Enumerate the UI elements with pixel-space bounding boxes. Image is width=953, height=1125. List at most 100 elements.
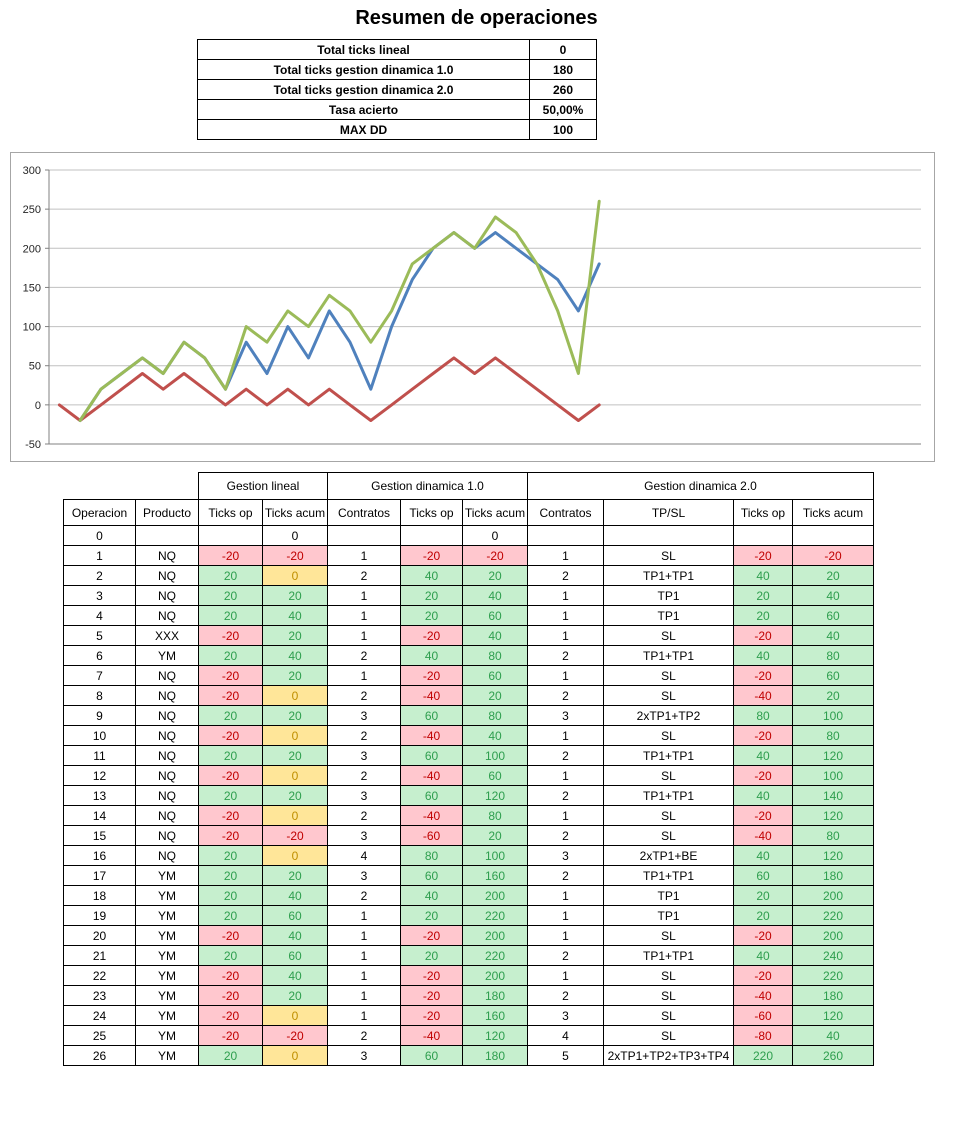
table-cell[interactable]: 60	[462, 765, 528, 786]
table-cell[interactable]: 180	[462, 1045, 528, 1066]
table-cell[interactable]: NQ	[135, 765, 199, 786]
table-cell[interactable]: 40	[733, 745, 793, 766]
table-cell[interactable]: 80	[462, 805, 528, 826]
table-cell[interactable]: 1	[527, 725, 604, 746]
table-cell[interactable]: 20	[262, 745, 328, 766]
table-cell[interactable]: 60	[262, 905, 328, 926]
table-cell[interactable]: 2	[327, 765, 401, 786]
table-cell[interactable]: -60	[400, 825, 463, 846]
table-cell[interactable]: YM	[135, 1045, 199, 1066]
group-header-cell[interactable]: Gestion dinamica 1.0	[327, 472, 528, 500]
table-cell[interactable]: 3	[63, 585, 136, 606]
table-cell[interactable]: 20	[262, 705, 328, 726]
table-cell[interactable]: YM	[135, 885, 199, 906]
column-header-cell[interactable]: Ticks acum	[262, 499, 328, 526]
table-cell[interactable]: TP1+TP1	[603, 865, 734, 886]
table-cell[interactable]: 0	[462, 525, 528, 546]
table-cell[interactable]: 0	[262, 565, 328, 586]
table-cell[interactable]: -80	[733, 1025, 793, 1046]
table-cell[interactable]: -40	[733, 685, 793, 706]
table-cell[interactable]: 23	[63, 985, 136, 1006]
table-cell[interactable]: 40	[462, 625, 528, 646]
table-cell[interactable]: 5	[527, 1045, 604, 1066]
table-cell[interactable]: SL	[603, 965, 734, 986]
table-cell[interactable]: 20	[198, 585, 263, 606]
table-cell[interactable]: 120	[792, 805, 874, 826]
table-cell[interactable]: 2	[327, 805, 401, 826]
table-cell[interactable]: 40	[792, 585, 874, 606]
column-header-cell[interactable]: Ticks acum	[792, 499, 874, 526]
table-cell[interactable]: 60	[400, 745, 463, 766]
table-cell[interactable]: -20	[733, 665, 793, 686]
table-cell[interactable]: -20	[733, 925, 793, 946]
table-cell[interactable]: -40	[733, 825, 793, 846]
table-cell[interactable]: -20	[198, 685, 263, 706]
table-cell[interactable]: 20	[198, 885, 263, 906]
table-cell[interactable]: 20	[262, 785, 328, 806]
table-cell[interactable]: 60	[733, 865, 793, 886]
table-cell[interactable]: -20	[462, 545, 528, 566]
table-cell[interactable]: 2	[527, 945, 604, 966]
table-cell[interactable]: 1	[327, 965, 401, 986]
table-cell[interactable]: -20	[733, 725, 793, 746]
table-cell[interactable]: SL	[603, 1005, 734, 1026]
table-cell[interactable]: 7	[63, 665, 136, 686]
table-cell[interactable]: -20	[400, 665, 463, 686]
table-cell[interactable]	[400, 525, 463, 546]
table-cell[interactable]: 3	[327, 785, 401, 806]
table-cell[interactable]	[327, 525, 401, 546]
table-cell[interactable]: 1	[527, 805, 604, 826]
summary-label-cell[interactable]: Total ticks gestion dinamica 2.0	[197, 79, 530, 100]
table-cell[interactable]: 3	[327, 745, 401, 766]
table-cell[interactable]: YM	[135, 1005, 199, 1026]
table-cell[interactable]: 120	[792, 1005, 874, 1026]
table-cell[interactable]: 2	[327, 565, 401, 586]
table-cell[interactable]: 40	[262, 605, 328, 626]
table-cell[interactable]: 80	[792, 645, 874, 666]
table-cell[interactable]: 1	[527, 905, 604, 926]
table-cell[interactable]: 1	[527, 925, 604, 946]
table-cell[interactable]: 3	[327, 865, 401, 886]
table-cell[interactable]: 220	[462, 945, 528, 966]
table-cell[interactable]: NQ	[135, 825, 199, 846]
table-cell[interactable]: -40	[400, 725, 463, 746]
table-cell[interactable]: YM	[135, 865, 199, 886]
table-cell[interactable]: -40	[733, 985, 793, 1006]
table-cell[interactable]: 1	[327, 585, 401, 606]
table-cell[interactable]: TP1+TP1	[603, 645, 734, 666]
column-header-cell[interactable]: Ticks op	[733, 499, 793, 526]
table-cell[interactable]: SL	[603, 925, 734, 946]
table-cell[interactable]: 3	[327, 705, 401, 726]
table-cell[interactable]: 100	[792, 705, 874, 726]
table-cell[interactable]: 20	[733, 885, 793, 906]
table-cell[interactable]: 2	[527, 825, 604, 846]
table-cell[interactable]: 20	[262, 585, 328, 606]
column-header-cell[interactable]: Operacion	[63, 499, 136, 526]
table-cell[interactable]: 80	[792, 825, 874, 846]
table-cell[interactable]: SL	[603, 765, 734, 786]
table-cell[interactable]: SL	[603, 805, 734, 826]
table-cell[interactable]: 25	[63, 1025, 136, 1046]
table-cell[interactable]: 2	[327, 1025, 401, 1046]
table-cell[interactable]: 20	[792, 685, 874, 706]
table-cell[interactable]: 20	[462, 825, 528, 846]
table-cell[interactable]: -20	[198, 545, 263, 566]
table-cell[interactable]: 1	[327, 985, 401, 1006]
table-cell[interactable]: 0	[262, 805, 328, 826]
table-cell[interactable]: -20	[198, 925, 263, 946]
table-cell[interactable]: 20	[262, 665, 328, 686]
table-cell[interactable]: 1	[527, 585, 604, 606]
table-cell[interactable]: 60	[462, 605, 528, 626]
summary-label-cell[interactable]: Total ticks lineal	[197, 39, 530, 60]
table-cell[interactable]: 14	[63, 805, 136, 826]
table-cell[interactable]: 60	[400, 1045, 463, 1066]
table-cell[interactable]: 40	[400, 565, 463, 586]
table-cell[interactable]: 120	[462, 1025, 528, 1046]
table-cell[interactable]: 1	[327, 665, 401, 686]
table-cell[interactable]: 21	[63, 945, 136, 966]
table-cell[interactable]: 220	[733, 1045, 793, 1066]
table-cell[interactable]: -20	[400, 925, 463, 946]
table-cell[interactable]: 1	[527, 625, 604, 646]
table-cell[interactable]: 16	[63, 845, 136, 866]
table-cell[interactable]: NQ	[135, 845, 199, 866]
